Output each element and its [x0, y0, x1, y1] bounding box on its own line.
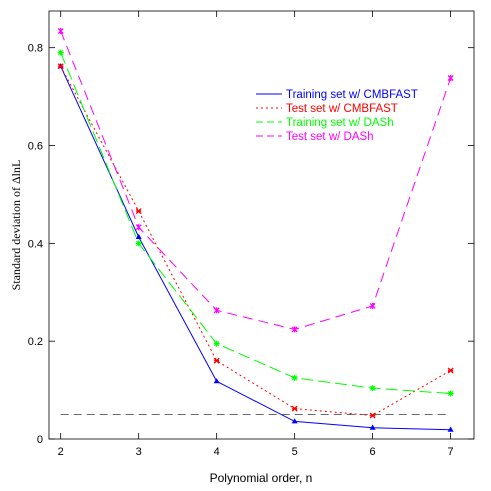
- data-point: [447, 367, 454, 374]
- series-0: [57, 63, 454, 432]
- data-point: [213, 307, 220, 314]
- series-2: [57, 49, 454, 397]
- data-point: [369, 385, 376, 392]
- y-axis-title: Standard deviation of ΔlnL: [9, 160, 23, 291]
- series-line: [60, 52, 451, 395]
- legend-label: Training set w/ CMBFAST: [286, 89, 418, 101]
- data-point: [135, 208, 142, 215]
- data-point: [291, 374, 298, 381]
- data-point: [213, 357, 220, 364]
- legend-label: Training set w/ DASh: [286, 117, 394, 129]
- series-group: [57, 28, 454, 432]
- series-1: [57, 63, 454, 419]
- x-axis: 2 3 4 5 6 7: [58, 11, 454, 458]
- data-point: [447, 75, 454, 82]
- x-tick-label: 4: [214, 446, 220, 458]
- data-point: [369, 412, 376, 419]
- y-tick-label: 0.8: [28, 43, 43, 55]
- legend-label: Test set w/ DASh: [286, 131, 374, 143]
- data-point: [369, 302, 376, 309]
- data-point: [135, 240, 142, 247]
- plot-frame: [48, 10, 475, 440]
- x-tick-label: 7: [448, 446, 454, 458]
- data-point: [135, 224, 142, 231]
- data-point: [213, 340, 220, 347]
- y-tick-label: 0.4: [28, 238, 43, 250]
- data-point: [291, 326, 298, 333]
- legend: Training set w/ CMBFAST Test set w/ CMBFA…: [256, 89, 418, 143]
- x-tick-label: 2: [58, 446, 64, 458]
- y-axis: 0 0.2 0.4 0.6 0.8: [28, 43, 474, 446]
- series-line: [60, 30, 452, 330]
- x-axis-title: Polynomial order, n: [210, 471, 313, 485]
- series-line: [60, 66, 451, 431]
- data-point: [57, 63, 64, 70]
- data-point: [291, 405, 298, 412]
- x-tick-label: 6: [370, 446, 376, 458]
- data-point: [57, 28, 64, 35]
- data-point: [291, 418, 298, 424]
- data-point: [369, 424, 376, 430]
- series-3: [57, 28, 454, 333]
- y-tick-label: 0.2: [28, 336, 43, 348]
- data-point: [135, 233, 142, 239]
- data-point: [57, 49, 64, 56]
- y-tick-label: 0.6: [28, 141, 43, 153]
- data-point: [447, 426, 454, 432]
- legend-label: Test set w/ CMBFAST: [286, 103, 398, 115]
- x-tick-label: 3: [136, 446, 142, 458]
- y-tick-label: 0: [37, 434, 43, 446]
- data-point: [213, 378, 220, 384]
- data-point: [447, 390, 454, 397]
- x-tick-label: 5: [292, 446, 298, 458]
